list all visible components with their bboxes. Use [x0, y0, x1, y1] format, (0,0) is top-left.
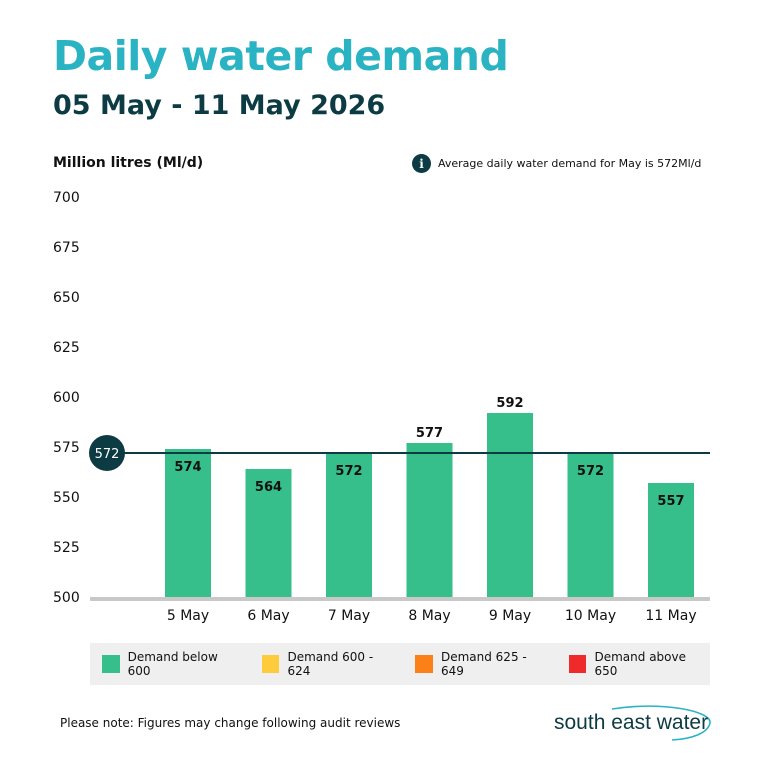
y-tick-label: 650 — [53, 290, 80, 306]
legend-swatch — [568, 655, 587, 673]
y-tick-label: 525 — [53, 540, 80, 556]
info-icon: i — [412, 154, 431, 173]
average-note-text: Average daily water demand for May is 57… — [438, 157, 702, 170]
x-tick-label: 6 May — [247, 608, 289, 624]
legend-swatch — [261, 655, 280, 673]
data-label: 574 — [174, 460, 201, 475]
bar — [487, 413, 533, 597]
data-label: 572 — [335, 464, 362, 479]
chart-subtitle: 05 May - 11 May 2026 — [53, 90, 386, 121]
data-label: 572 — [577, 464, 604, 479]
legend-label: Demand below 600 — [127, 650, 218, 678]
y-axis-label: Million litres (Ml/d) — [53, 155, 204, 171]
data-label: 592 — [496, 396, 523, 411]
bar — [406, 443, 453, 597]
data-label: 564 — [255, 480, 282, 495]
x-tick-label: 10 May — [565, 608, 616, 624]
average-marker-label: 572 — [95, 447, 120, 462]
footnote: Please note: Figures may change followin… — [60, 716, 401, 730]
legend-item-below-600: Demand below 600 — [102, 650, 242, 678]
data-label: 557 — [657, 494, 684, 509]
legend-swatch — [102, 655, 120, 673]
legend-label: Demand 600 - 624 — [287, 650, 374, 678]
svg-text:south east water: south east water — [554, 711, 708, 734]
average-marker — [89, 435, 125, 471]
legend-item-625-649: Demand 625 - 649 — [415, 650, 551, 678]
y-tick-label: 625 — [53, 340, 80, 356]
y-tick-label: 700 — [53, 190, 80, 206]
bar — [326, 453, 372, 597]
legend-item-above-650: Demand above 650 — [568, 650, 710, 678]
legend-swatch — [415, 655, 433, 673]
y-tick-label: 500 — [53, 590, 80, 606]
bar — [567, 453, 614, 597]
south-east-water-logo: south east water — [554, 705, 711, 741]
bar — [165, 449, 211, 597]
x-tick-label: 5 May — [167, 608, 209, 624]
legend-label: Demand above 650 — [594, 650, 686, 678]
y-tick-label: 600 — [53, 390, 80, 406]
y-tick-label: 575 — [53, 440, 80, 456]
x-tick-label: 9 May — [489, 608, 531, 624]
x-tick-label: 8 May — [408, 608, 450, 624]
data-label: 577 — [416, 426, 443, 441]
bar — [245, 469, 292, 597]
average-note: i Average daily water demand for May is … — [412, 154, 701, 173]
bar-chart: 700 675 650 625 600 575 550 525 500 574 5 May 564 6 … — [53, 190, 710, 624]
legend-item-600-624: Demand 600 - 624 — [261, 650, 398, 678]
bar — [648, 483, 694, 597]
legend: Demand below 600 Demand 600 - 624 Demand… — [90, 643, 710, 685]
legend-label: Demand 625 - 649 — [440, 650, 527, 678]
y-tick-label: 675 — [53, 240, 80, 256]
x-tick-label: 11 May — [645, 608, 696, 624]
y-tick-label: 550 — [53, 490, 80, 506]
chart-title: Daily water demand — [53, 32, 509, 80]
x-tick-label: 7 May — [328, 608, 370, 624]
